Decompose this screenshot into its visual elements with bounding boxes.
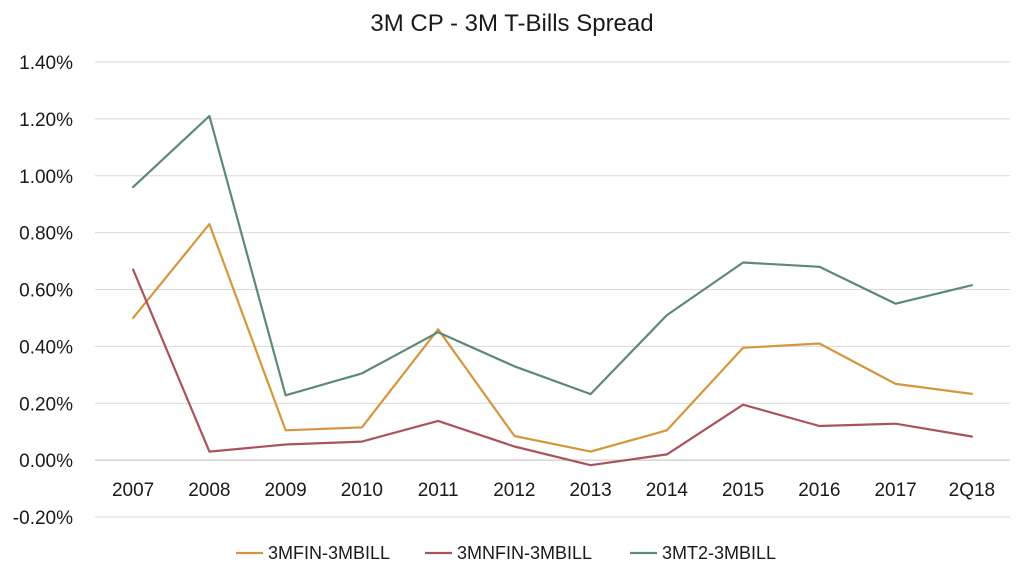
x-tick-label: 2017 — [874, 480, 916, 501]
x-tick-label: 2008 — [188, 480, 230, 501]
legend-item-3mt2-3mbill: 3MT2-3MBILL — [630, 543, 776, 563]
gridlines — [95, 61, 1010, 518]
x-tick-label: 2Q18 — [949, 480, 995, 501]
chart-title: 3M CP - 3M T-Bills Spread — [370, 10, 653, 37]
y-tick-label: 1.20% — [19, 110, 73, 131]
x-tick-label: 2015 — [722, 480, 764, 501]
legend-label: 3MFIN-3MBILL — [268, 543, 390, 563]
legend-item-3mnfin-3mbill: 3MNFIN-3MBILL — [425, 543, 592, 563]
y-tick-label: 1.00% — [19, 167, 73, 188]
legend-item-3mfin-3mbill: 3MFIN-3MBILL — [236, 543, 390, 563]
y-tick-label: 0.60% — [19, 281, 73, 302]
x-tick-label: 2014 — [646, 480, 689, 501]
y-tick-label: 0.80% — [19, 224, 73, 245]
x-tick-label: 2016 — [798, 480, 840, 501]
series-line-3mfin-3mbill — [132, 223, 974, 453]
x-tick-label: 2013 — [569, 480, 611, 501]
legend-label: 3MT2-3MBILL — [662, 543, 776, 563]
y-tick-label: 0.20% — [19, 394, 73, 415]
legend-label: 3MNFIN-3MBILL — [457, 543, 592, 563]
x-tick-label: 2011 — [418, 480, 459, 501]
x-tick-label: 2012 — [493, 480, 535, 501]
x-axis-tick-labels: 2007 2008 2009 2010 2011 2012 2013 2014 2015 2016… — [112, 480, 995, 501]
series-line-3mt2-3mbill — [132, 114, 974, 397]
series-lines — [132, 114, 974, 467]
x-tick-label: 2010 — [341, 480, 383, 501]
y-axis-tick-labels: -0.20% 0.00% 0.20% 0.40% 0.60% 0.80% 1.00% 1.20… — [13, 53, 73, 529]
legend: 3MFIN-3MBILL 3MNFIN-3MBILL 3MT2-3MBILL — [236, 543, 776, 563]
y-tick-label: 0.00% — [19, 451, 73, 472]
y-tick-label: -0.20% — [13, 508, 73, 529]
x-tick-label: 2007 — [112, 480, 154, 501]
series-line-3mnfin-3mbill — [132, 268, 974, 467]
y-tick-label: 0.40% — [19, 337, 73, 358]
x-tick-label: 2009 — [264, 480, 306, 501]
y-tick-label: 1.40% — [19, 53, 73, 74]
